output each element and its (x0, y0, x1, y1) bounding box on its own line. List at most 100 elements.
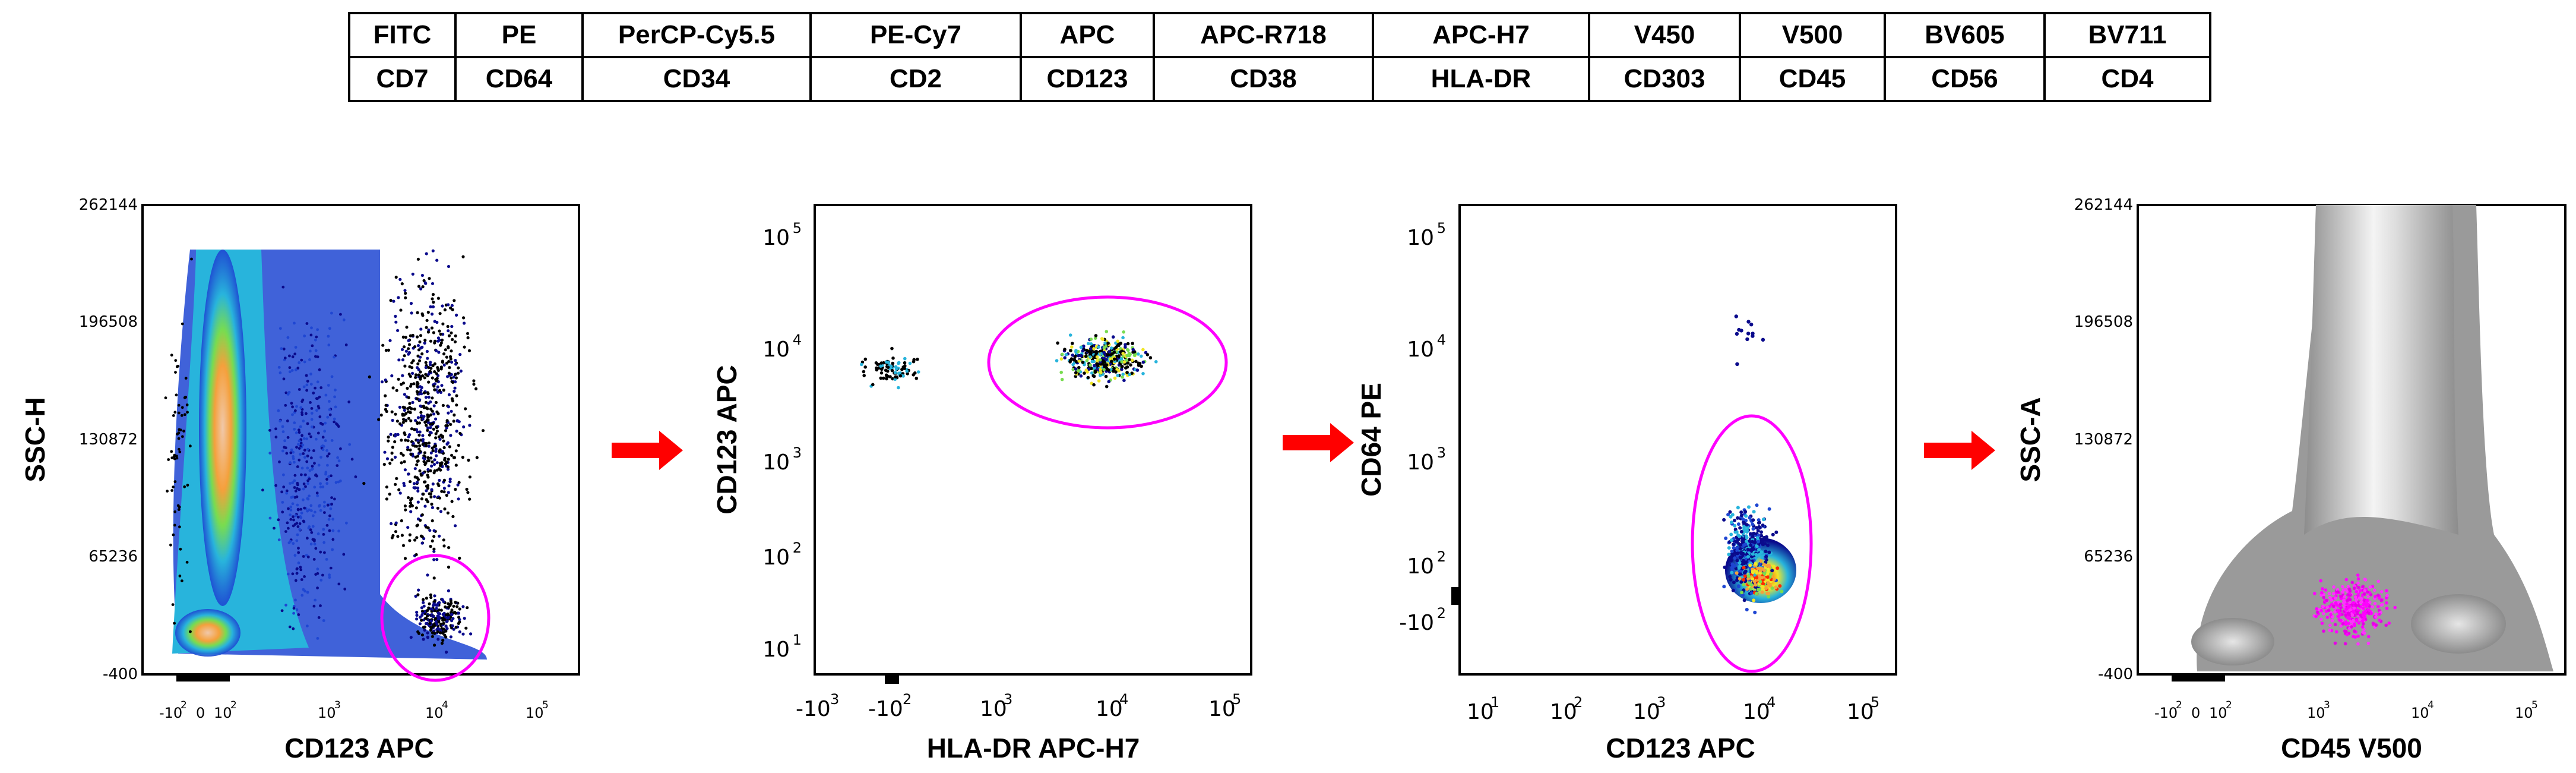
plot-1-event-dot (170, 489, 173, 492)
plot-2-event-dot (1093, 366, 1096, 370)
plot-1-event-dot (296, 487, 299, 490)
plot-1-event-dot (298, 447, 301, 450)
plot-2-event-dot (1140, 364, 1143, 368)
plot-1-event-dot (430, 488, 433, 491)
plot-3-event-dot (1760, 576, 1764, 580)
plot-4-event-dot (2387, 621, 2391, 625)
plot-4-event-dot (2355, 598, 2358, 601)
plot-1-event-dot (293, 352, 297, 356)
plot-1-event-dot (327, 335, 330, 338)
plot-1-event-dot (429, 367, 433, 370)
plot-3-event-dot (1760, 590, 1764, 594)
plot-3-event-dot (1746, 332, 1751, 336)
plot-1-event-dot (454, 334, 457, 337)
plot-1-event-dot (441, 403, 445, 408)
plot-1-event-dot (306, 482, 309, 485)
plot-2-event-dot (908, 361, 912, 365)
plot-3-event-dot (1756, 529, 1760, 533)
plot-1-event-dot (416, 593, 420, 597)
plot-3-event-dot (1738, 569, 1742, 573)
plot-1-event-dot (430, 326, 434, 330)
plot-4-event-dot (2363, 631, 2366, 635)
plot-1-event-dot (452, 627, 455, 631)
plot-1-event-dot (318, 395, 321, 399)
plot-1-event-dot (451, 380, 455, 384)
plot-1-event-dot (288, 625, 292, 629)
plot-1-event-dot (331, 518, 335, 521)
plot-2-event-dot (1114, 345, 1118, 349)
plot-1-event-dot (427, 421, 431, 424)
plot-1-event-dot (415, 463, 419, 466)
plot-1-event-dot (433, 643, 436, 647)
plot-2-event-dot (1145, 353, 1150, 356)
plot-4-event-dot (2350, 625, 2354, 629)
plot-1-ytick: 262144 (79, 196, 138, 214)
plot-4-event-dot (2346, 593, 2350, 597)
plot-1-event-dot (435, 430, 439, 433)
plot-1-event-dot (421, 434, 425, 437)
plot-1-event-dot (447, 393, 451, 396)
plot-1-event-dot (452, 419, 455, 423)
marker-cell: CD7 (348, 56, 457, 102)
plot-2-event-dot (1115, 367, 1119, 371)
plot-1-event-dot (292, 627, 295, 630)
plot-3-event-dot (1739, 529, 1743, 534)
plot-1-event-dot (409, 480, 412, 484)
plot-1-event-dot (443, 308, 447, 312)
plot-2-ytick: 5 (793, 220, 802, 236)
plot-1-event-dot (313, 538, 316, 541)
plot-2-event-dot (885, 360, 888, 364)
plot-3-event-dot (1757, 588, 1761, 592)
plot-1-event-dot (319, 579, 323, 582)
plot-1-event-dot (287, 541, 291, 544)
plot-1-event-dot (401, 358, 405, 362)
plot-1-event-dot (445, 419, 449, 422)
plot-1-event-dot (407, 417, 411, 420)
plot-1-event-dot (409, 383, 413, 386)
plot-1-event-dot (315, 335, 318, 339)
plot-1-event-dot (306, 537, 309, 540)
plot-3-event-dot (1763, 542, 1767, 546)
plot-1-event-dot (441, 598, 444, 601)
plot-3-event-dot (1722, 518, 1726, 522)
plot-2-event-dot (1135, 368, 1140, 372)
plot-1-event-dot (447, 491, 450, 494)
plot-4-event-dot (2367, 608, 2371, 612)
plot-3-event-dot (1761, 523, 1765, 528)
plot-2-event-dot (1068, 349, 1072, 352)
plot-1-event-dot (296, 567, 299, 570)
plot-3-event-dot (1767, 563, 1771, 567)
plot-1-event-dot (415, 383, 419, 387)
plot-1-event-dot (457, 481, 461, 484)
plot-1-event-dot (429, 426, 432, 430)
plot-3-event-dot (1760, 541, 1764, 545)
plot-1-event-dot (166, 490, 169, 493)
plot-1-event-dot (433, 609, 437, 613)
plot-1-event-dot (411, 400, 414, 405)
plot-1-event-dot (421, 285, 425, 289)
plot-2-event-dot (871, 383, 875, 387)
plot-2-event-dot (888, 375, 892, 378)
plot-2-event-dot (1136, 352, 1140, 356)
plot-1-event-dot (280, 609, 284, 613)
plot-3-event-dot (1743, 574, 1747, 578)
plot-2-event-dot (1117, 355, 1121, 358)
plot-1-event-dot (334, 405, 337, 409)
plot-3-event-dot (1742, 561, 1746, 566)
plot-1-event-dot (317, 406, 321, 410)
plot-1-event-dot (461, 605, 465, 608)
plot-1-event-dot (190, 257, 193, 261)
plot-1-event-dot (436, 627, 440, 630)
plot-4-ytick: 65236 (2084, 548, 2133, 566)
plot-4-event-dot (2322, 595, 2326, 600)
plot-1-event-dot (394, 314, 397, 318)
plot-2-event-dot (885, 377, 888, 381)
plot-1-event-dot (289, 451, 293, 455)
plot-3-event-dot (1735, 548, 1739, 553)
plot-4-event-dot (2368, 585, 2372, 589)
plot-1-event-dot (330, 474, 333, 478)
plot-1-event-dot (415, 444, 419, 448)
plot-2-xtick: 10 (1096, 697, 1123, 721)
plot-1-event-dot (425, 424, 428, 427)
plot-1-event-dot (390, 522, 393, 525)
